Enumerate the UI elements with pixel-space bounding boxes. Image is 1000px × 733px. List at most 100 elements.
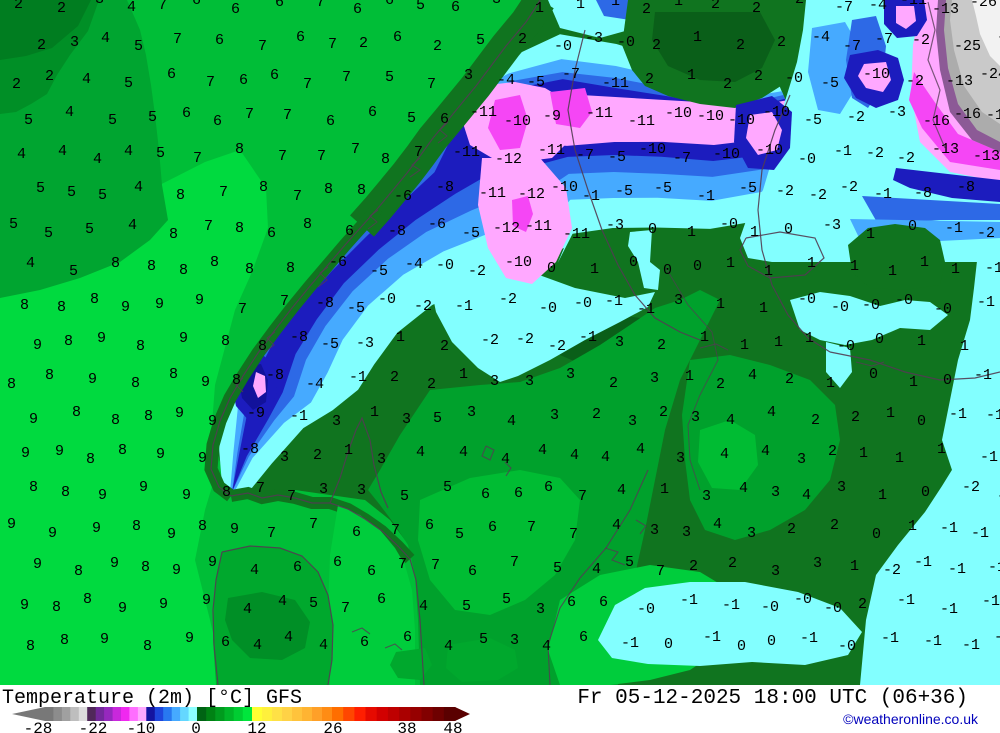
svg-text:1: 1 (960, 338, 969, 355)
svg-text:-1: -1 (924, 633, 942, 650)
svg-text:1: 1 (740, 337, 749, 354)
svg-text:4: 4 (243, 601, 252, 618)
svg-text:8: 8 (74, 563, 83, 580)
svg-text:-0: -0 (838, 638, 856, 655)
svg-text:4: 4 (82, 71, 91, 88)
svg-text:-10: -10 (863, 66, 890, 83)
svg-text:6: 6 (403, 629, 412, 646)
svg-text:3: 3 (280, 449, 289, 466)
svg-text:3: 3 (650, 522, 659, 539)
svg-text:4: 4 (601, 449, 610, 466)
svg-text:8: 8 (286, 260, 295, 277)
svg-text:1: 1 (850, 258, 859, 275)
svg-text:4: 4 (748, 367, 757, 384)
svg-text:-2: -2 (906, 73, 924, 90)
svg-text:2: 2 (736, 37, 745, 54)
svg-text:5: 5 (462, 598, 471, 615)
svg-text:7: 7 (578, 488, 587, 505)
svg-text:-1: -1 (834, 143, 852, 160)
svg-text:9: 9 (156, 446, 165, 463)
svg-text:4: 4 (26, 255, 35, 272)
svg-text:9: 9 (21, 445, 30, 462)
svg-text:-11: -11 (538, 142, 565, 159)
svg-text:-9: -9 (247, 405, 265, 422)
svg-text:8: 8 (64, 333, 73, 350)
svg-text:-1: -1 (940, 601, 958, 618)
svg-text:1: 1 (685, 368, 694, 385)
svg-text:3: 3 (95, 0, 104, 8)
svg-text:8: 8 (111, 412, 120, 429)
svg-text:-0: -0 (785, 70, 803, 87)
svg-text:7: 7 (219, 184, 228, 201)
svg-text:2: 2 (659, 404, 668, 421)
svg-text:-3: -3 (606, 217, 624, 234)
svg-text:7: 7 (656, 563, 665, 580)
svg-text:9: 9 (195, 292, 204, 309)
svg-text:-1: -1 (697, 188, 715, 205)
svg-text:4: 4 (124, 143, 133, 160)
svg-text:2: 2 (716, 376, 725, 393)
svg-text:1: 1 (886, 405, 895, 422)
svg-text:-1: -1 (290, 408, 308, 425)
svg-text:4: 4 (459, 444, 468, 461)
svg-text:0: 0 (693, 258, 702, 275)
svg-text:8: 8 (26, 638, 35, 655)
svg-text:1: 1 (344, 442, 353, 459)
svg-text:4: 4 (739, 480, 748, 497)
svg-text:-10: -10 (713, 146, 740, 163)
svg-text:-7: -7 (835, 0, 853, 16)
svg-text:9: 9 (20, 597, 29, 614)
svg-text:6: 6 (239, 72, 248, 89)
svg-text:9: 9 (33, 556, 42, 573)
svg-text:-26: -26 (970, 0, 997, 11)
svg-text:1: 1 (759, 300, 768, 317)
svg-text:0: 0 (943, 372, 952, 389)
svg-text:-5: -5 (615, 183, 633, 200)
svg-text:-4: -4 (497, 72, 515, 89)
svg-text:9: 9 (98, 487, 107, 504)
svg-text:8: 8 (90, 291, 99, 308)
svg-text:1: 1 (459, 366, 468, 383)
svg-text:-5: -5 (370, 263, 388, 280)
svg-text:2: 2 (12, 76, 21, 93)
svg-text:5: 5 (443, 479, 452, 496)
svg-text:-1: -1 (949, 406, 967, 423)
svg-text:0: 0 (648, 221, 657, 238)
svg-text:-11: -11 (563, 226, 590, 243)
svg-text:3: 3 (566, 366, 575, 383)
svg-text:3: 3 (357, 482, 366, 499)
svg-text:-8: -8 (914, 185, 932, 202)
svg-text:9: 9 (179, 330, 188, 347)
svg-text:5: 5 (433, 410, 442, 427)
svg-text:9: 9 (230, 521, 239, 538)
svg-text:6: 6 (579, 629, 588, 646)
svg-text:6: 6 (231, 1, 240, 18)
svg-text:1: 1 (937, 441, 946, 458)
svg-text:4: 4 (592, 561, 601, 578)
svg-text:8: 8 (232, 372, 241, 389)
svg-text:0: 0 (784, 221, 793, 238)
svg-text:-8: -8 (436, 179, 454, 196)
svg-text:-4: -4 (869, 0, 887, 14)
svg-text:-2: -2 (414, 298, 432, 315)
svg-text:3: 3 (674, 292, 683, 309)
svg-text:3: 3 (813, 555, 822, 572)
svg-text:8: 8 (141, 559, 150, 576)
svg-text:3: 3 (797, 451, 806, 468)
svg-text:9: 9 (172, 562, 181, 579)
svg-text:©weatheronline.co.uk: ©weatheronline.co.uk (843, 711, 979, 727)
svg-text:3: 3 (464, 67, 473, 84)
svg-text:1: 1 (535, 0, 544, 17)
svg-text:Fr 05-12-2025 18:00 UTC (06+36: Fr 05-12-2025 18:00 UTC (06+36) (577, 687, 968, 710)
svg-text:3: 3 (650, 370, 659, 387)
svg-text:-1: -1 (980, 449, 998, 466)
svg-text:4: 4 (612, 517, 621, 534)
svg-text:0: 0 (547, 260, 556, 277)
svg-text:2: 2 (851, 409, 860, 426)
svg-text:-1: -1 (621, 635, 639, 652)
svg-text:-2: -2 (912, 32, 930, 49)
svg-text:5: 5 (407, 110, 416, 127)
svg-text:-12: -12 (495, 151, 522, 168)
svg-text:7: 7 (341, 600, 350, 617)
svg-text:7: 7 (293, 188, 302, 205)
